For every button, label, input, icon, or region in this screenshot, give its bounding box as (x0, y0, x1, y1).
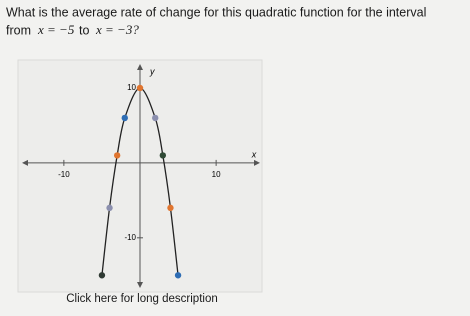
question-start: x = −5 (37, 22, 75, 37)
y-axis-label: y (149, 66, 155, 76)
question-from: from (6, 23, 31, 37)
point (152, 114, 159, 122)
point (174, 272, 182, 279)
x-tick-label: 10 (212, 170, 221, 179)
description-link[interactable]: Click here for long description (66, 293, 218, 305)
point (106, 204, 113, 212)
y-tick-label: -10 (124, 233, 136, 242)
point (159, 152, 167, 159)
point (167, 204, 174, 212)
y-tick-label: 10 (127, 83, 136, 92)
point (136, 84, 144, 92)
x-axis-label: x (251, 149, 257, 159)
point (98, 272, 106, 279)
question-to: to (79, 23, 89, 37)
x-tick-label: -10 (58, 170, 70, 179)
point (121, 114, 128, 122)
question-end: x = −3? (95, 22, 139, 37)
point (113, 152, 121, 159)
question-line: What is the average rate of change for t… (6, 5, 426, 19)
